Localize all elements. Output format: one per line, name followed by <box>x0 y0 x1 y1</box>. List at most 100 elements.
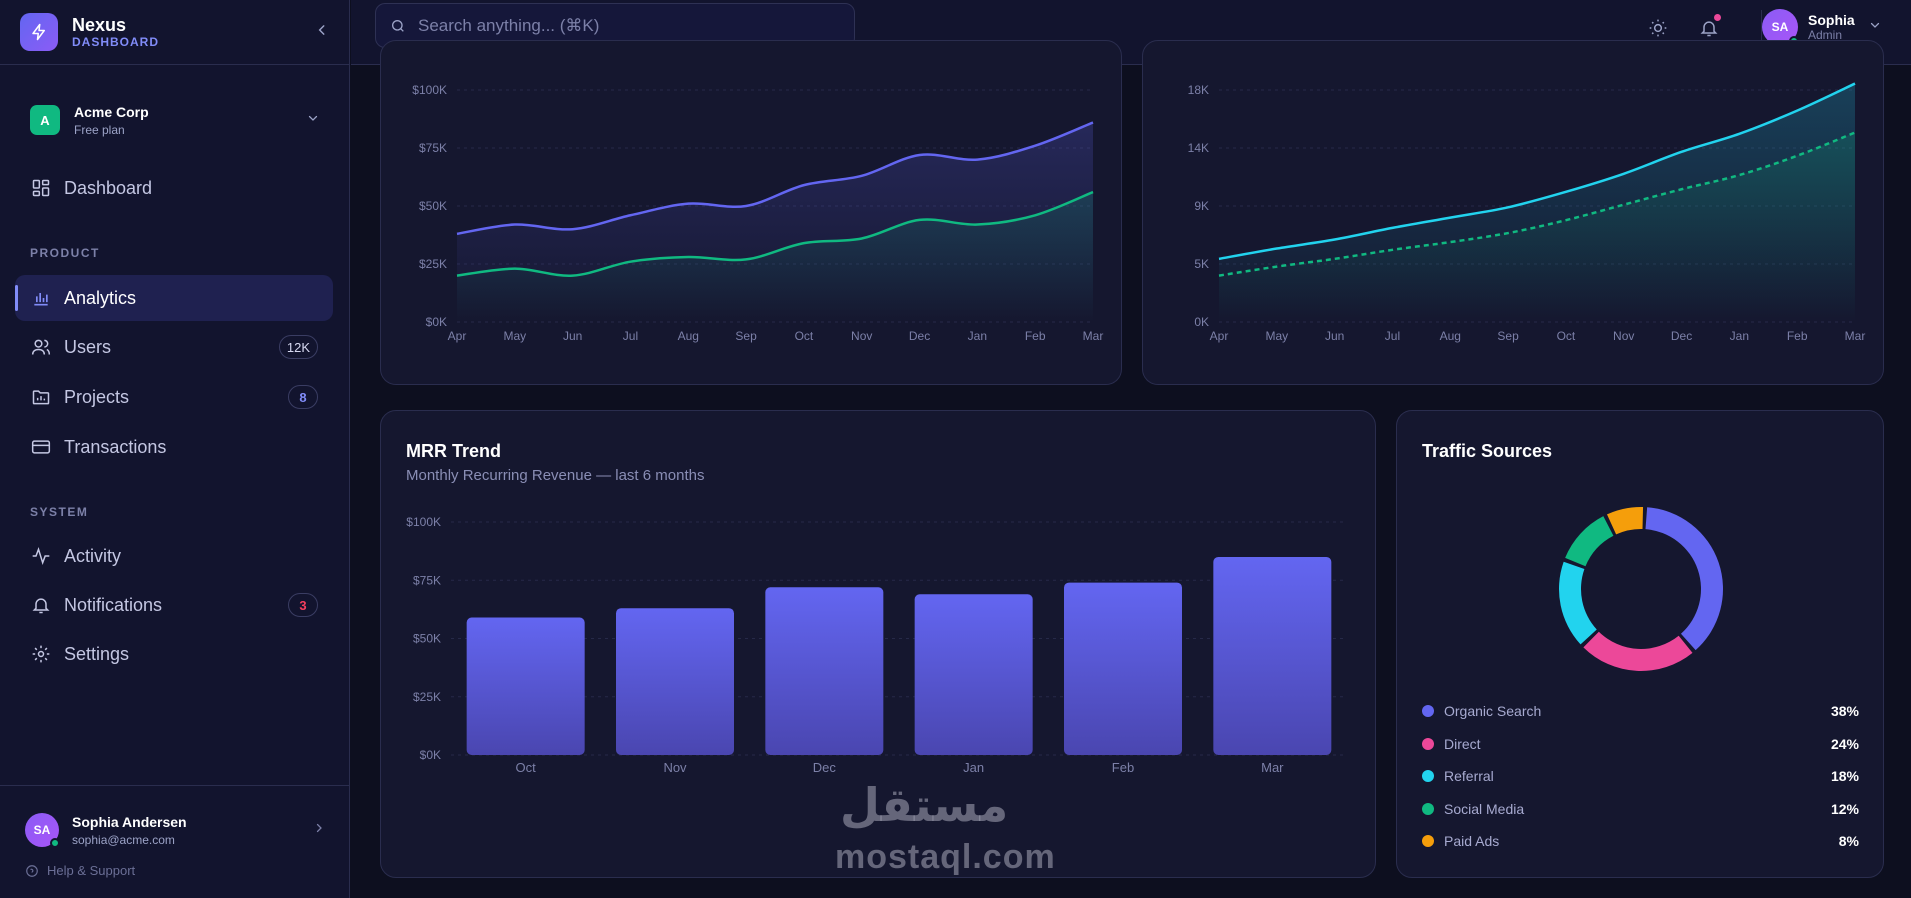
header-divider <box>1761 10 1762 45</box>
x-tick-label: Jul <box>1385 329 1400 343</box>
x-tick-label: Aug <box>1440 329 1461 343</box>
traffic-donut-chart <box>1559 507 1723 671</box>
sidebar-item-notifications[interactable]: Notifications 3 <box>15 582 333 628</box>
users-count-badge: 12K <box>278 335 318 359</box>
legend-label: Paid Ads <box>1444 833 1500 850</box>
donut-slice <box>1645 507 1723 651</box>
notification-dot <box>1714 14 1721 21</box>
org-avatar: A <box>30 105 60 135</box>
user-profile-link[interactable]: SA Sophia Andersen sophia@acme.com <box>0 813 350 848</box>
y-tick-label: 5K <box>1194 257 1209 271</box>
legend-label: Referral <box>1444 768 1494 785</box>
watermark-arabic: مستقل <box>840 778 1009 832</box>
series-line <box>1218 82 1856 261</box>
user-email: sophia@acme.com <box>72 832 175 847</box>
org-name: Acme Corp <box>74 103 149 120</box>
legend-label: Direct <box>1444 735 1481 752</box>
projects-count-badge: 8 <box>288 385 318 409</box>
card-subtitle: Monthly Recurring Revenue — last 6 month… <box>406 467 705 484</box>
legend-item: Referral 18% <box>1422 768 1859 784</box>
x-tick-label: Jul <box>623 329 638 343</box>
sidebar-item-users[interactable]: Users 12K <box>15 324 333 370</box>
series-line <box>456 190 1094 277</box>
bar <box>466 617 585 755</box>
y-tick-label: $0K <box>420 748 441 762</box>
chevron-down-icon <box>1869 18 1881 36</box>
legend-percentage: 38% <box>1830 703 1859 719</box>
series-area <box>457 192 1093 322</box>
y-tick-label: $100K <box>412 83 447 97</box>
x-tick-label: Dec <box>909 329 930 343</box>
sidebar-item-projects[interactable]: Projects 8 <box>15 374 333 420</box>
x-tick-label: Feb <box>1025 329 1046 343</box>
section-label-system: SYSTEM <box>30 505 89 519</box>
x-tick-label: Dec <box>813 760 837 775</box>
mrr-bar-chart: $0K $25K $50K $75K $100K Oct Nov Dec Jan Feb Mar <box>406 515 1347 775</box>
x-tick-label: Mar <box>1845 329 1866 343</box>
donut-slice <box>1583 631 1693 671</box>
donut-slice <box>1606 507 1644 535</box>
legend-label: Social Media <box>1444 800 1525 817</box>
growth-chart-card: 0K 5K 9K 14K 18K Apr May Jun Jul Aug Sep Oct Nov Dec J… <box>1142 40 1884 385</box>
help-support-link[interactable]: Help & Support <box>0 863 350 878</box>
legend-item: Paid Ads 8% <box>1422 833 1859 849</box>
avatar-initials: SA <box>1771 20 1789 34</box>
x-tick-label: Jan <box>1730 329 1749 343</box>
x-tick-label: Jun <box>1325 329 1344 343</box>
org-plan: Free plan <box>74 122 125 137</box>
help-support-label: Help & Support <box>47 863 136 878</box>
y-tick-label: $50K <box>413 632 441 646</box>
x-tick-label: Oct <box>516 760 537 775</box>
sidebar-item-activity[interactable]: Activity <box>15 533 333 579</box>
x-tick-label: Feb <box>1112 760 1134 775</box>
x-tick-label: Mar <box>1083 329 1104 343</box>
search-icon <box>390 18 406 34</box>
y-tick-label: $25K <box>413 690 441 704</box>
section-label-product: PRODUCT <box>30 246 100 260</box>
x-tick-label: Nov <box>1613 329 1634 343</box>
legend-item: Direct 24% <box>1422 736 1859 752</box>
x-tick-label: Apr <box>448 329 467 343</box>
sidebar-item-analytics[interactable]: Analytics <box>15 275 333 321</box>
sidebar-item-settings[interactable]: Settings <box>15 631 333 677</box>
x-tick-label: May <box>503 329 526 343</box>
header-user-name: Sophia <box>1808 12 1855 28</box>
series-line <box>456 121 1094 236</box>
legend-item: Organic Search 38% <box>1422 703 1859 719</box>
legend-percentage: 12% <box>1830 800 1859 817</box>
x-tick-label: Oct <box>1557 329 1576 343</box>
sidebar: Nexus DASHBOARD A Acme Corp Free plan Da… <box>0 0 350 898</box>
help-circle-icon <box>25 864 39 878</box>
revenue-chart-card: $0K $25K $50K $75K $100K Apr May Jun Jul Aug Sep Oc… <box>380 40 1122 385</box>
sidebar-item-label: Users <box>64 336 112 357</box>
dashboard-icon <box>30 177 52 199</box>
folder-icon <box>30 386 52 408</box>
notifications-count-badge: 3 <box>288 593 318 617</box>
x-tick-label: Jun <box>563 329 582 343</box>
org-switcher[interactable]: A Acme Corp Free plan <box>0 80 349 160</box>
bell-icon <box>30 594 52 616</box>
series-area <box>1219 132 1855 322</box>
user-name: Sophia Andersen <box>72 813 187 830</box>
traffic-sources-card: Traffic Sources Organic Search 38% Direct 2… <box>1396 410 1884 878</box>
x-tick-label: Dec <box>1671 329 1692 343</box>
notifications-button[interactable] <box>1695 14 1723 42</box>
legend-item: Social Media 12% <box>1422 801 1859 817</box>
search-input[interactable] <box>418 15 818 36</box>
y-tick-label: $0K <box>426 315 447 329</box>
sidebar-item-dashboard[interactable]: Dashboard <box>15 165 333 211</box>
sidebar-item-label: Settings <box>64 643 130 664</box>
collapse-sidebar-button[interactable] <box>315 23 329 42</box>
revenue-area-chart: $0K $25K $50K $75K $100K Apr May Jun Jul Aug Sep Oc… <box>412 83 1104 343</box>
x-tick-label: Oct <box>795 329 814 343</box>
gear-icon <box>30 643 52 665</box>
theme-toggle-button[interactable] <box>1644 14 1672 42</box>
users-icon <box>30 336 52 358</box>
donut-slice <box>1559 561 1597 645</box>
header-user-role: Admin <box>1808 28 1843 42</box>
card-title: Traffic Sources <box>1422 441 1553 461</box>
x-tick-label: Nov <box>663 760 687 775</box>
brand: Nexus DASHBOARD <box>0 0 349 65</box>
sidebar-item-transactions[interactable]: Transactions <box>15 424 333 470</box>
sidebar-item-label: Projects <box>64 386 130 407</box>
